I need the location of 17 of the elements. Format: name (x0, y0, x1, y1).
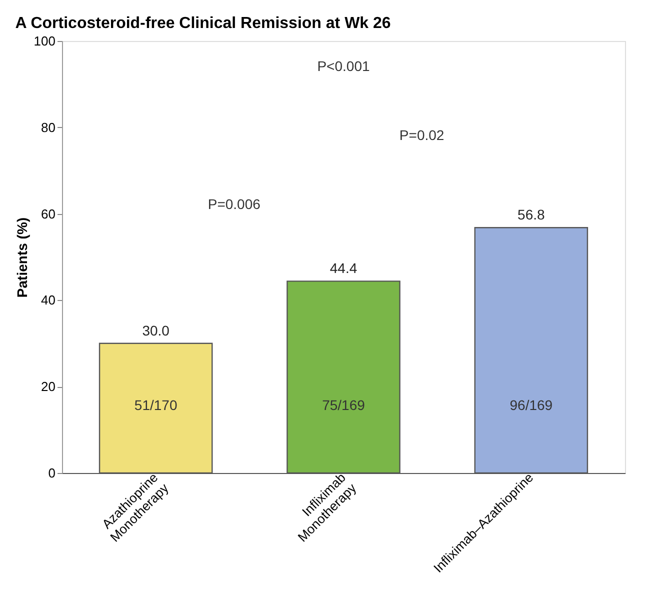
y-tick-label: 60 (41, 206, 56, 222)
y-axis-title: Patients (%) (14, 217, 30, 298)
annotation: 96/169 (510, 397, 553, 413)
data-label: 30.0 (142, 322, 170, 338)
data-label: 56.8 (518, 206, 546, 223)
annotation: 51/170 (134, 397, 178, 413)
y-tick-label: 0 (48, 466, 56, 480)
data-label: 44.4 (330, 260, 358, 276)
annotation: P=0.006 (208, 196, 261, 212)
chart-title: A Corticosteroid-free Clinical Remission at Wk 26 (15, 15, 391, 32)
y-tick-label: 80 (41, 120, 56, 135)
y-tick-label: 100 (34, 34, 56, 48)
annotation: 75/169 (322, 397, 366, 413)
annotation: P=0.02 (399, 127, 444, 144)
annotation: P<0.001 (317, 58, 370, 74)
y-tick-label: 20 (41, 379, 56, 394)
y-tick-label: 40 (41, 292, 56, 308)
